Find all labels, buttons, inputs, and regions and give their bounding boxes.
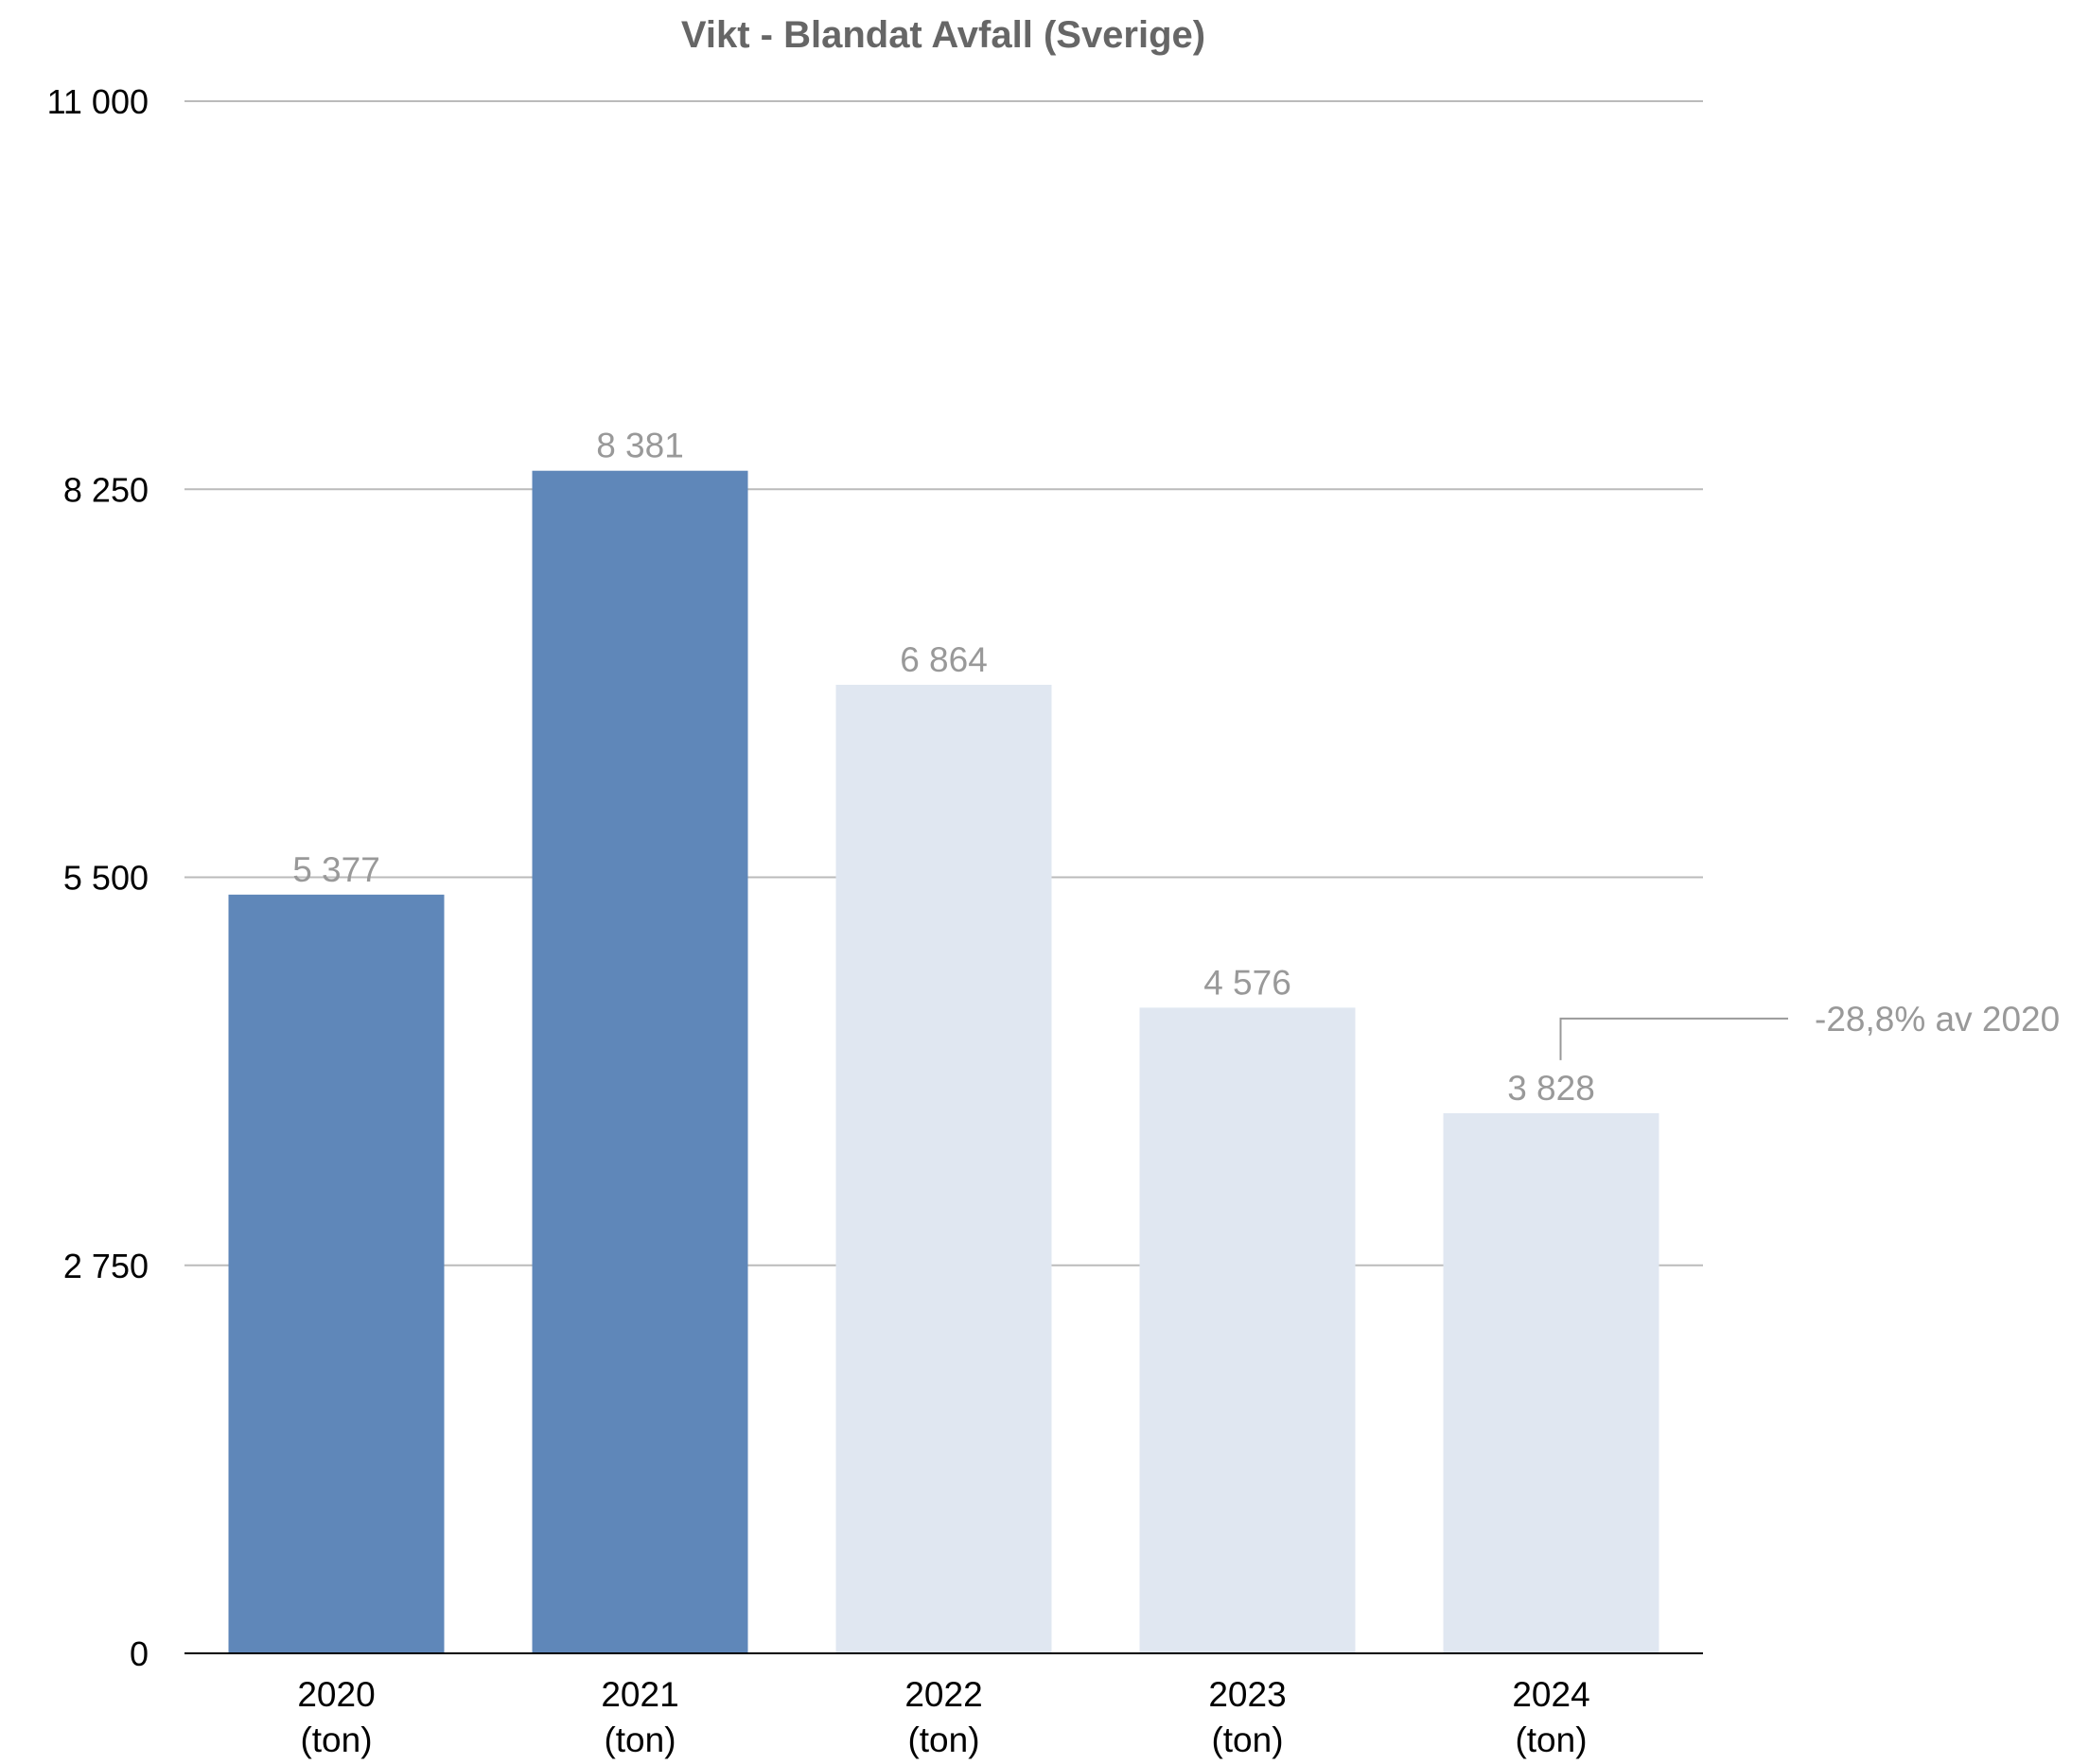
bar-2021 — [532, 470, 748, 1654]
annotation-leader-line — [1559, 1017, 1788, 1060]
y-tick-label: 11 000 — [47, 82, 149, 121]
x-tick-label: 2023 (ton) — [1208, 1675, 1286, 1759]
data-labels: 5 377 8 381 6 864 4 576 3 828 — [292, 427, 1595, 1108]
y-tick-label: 2 750 — [63, 1247, 149, 1285]
x-tick-label: 2024 (ton) — [1512, 1675, 1589, 1759]
y-tick-label: 5 500 — [63, 859, 149, 898]
data-label: 5 377 — [292, 850, 380, 889]
annotation-text: -28,8% av 2020 — [1815, 1000, 2060, 1039]
bars — [228, 470, 1659, 1654]
bar-2023 — [1139, 1007, 1356, 1653]
y-axis: 0 2 750 5 500 8 250 11 000 — [47, 82, 149, 1673]
data-label: 4 576 — [1203, 963, 1291, 1002]
y-tick-label: 8 250 — [63, 470, 149, 509]
bar-2024 — [1443, 1112, 1659, 1653]
data-label: 8 381 — [596, 427, 684, 465]
chart-title: Vikt - Blandat Avfall (Sverige) — [681, 14, 1205, 56]
x-tick-label: 2022 (ton) — [904, 1675, 982, 1759]
bar-2020 — [228, 894, 445, 1653]
annotation: -28,8% av 2020 — [1559, 1000, 2060, 1060]
data-label: 6 864 — [900, 640, 988, 679]
bar-2022 — [835, 685, 1052, 1653]
x-tick-label: 2020 (ton) — [297, 1675, 375, 1759]
y-tick-label: 0 — [130, 1634, 149, 1673]
data-label: 3 828 — [1507, 1069, 1595, 1108]
x-axis: 2020 (ton) 2021 (ton) 2022 (ton) 2023 (ton) 2024… — [297, 1675, 1589, 1759]
x-tick-label: 2021 (ton) — [601, 1675, 678, 1759]
